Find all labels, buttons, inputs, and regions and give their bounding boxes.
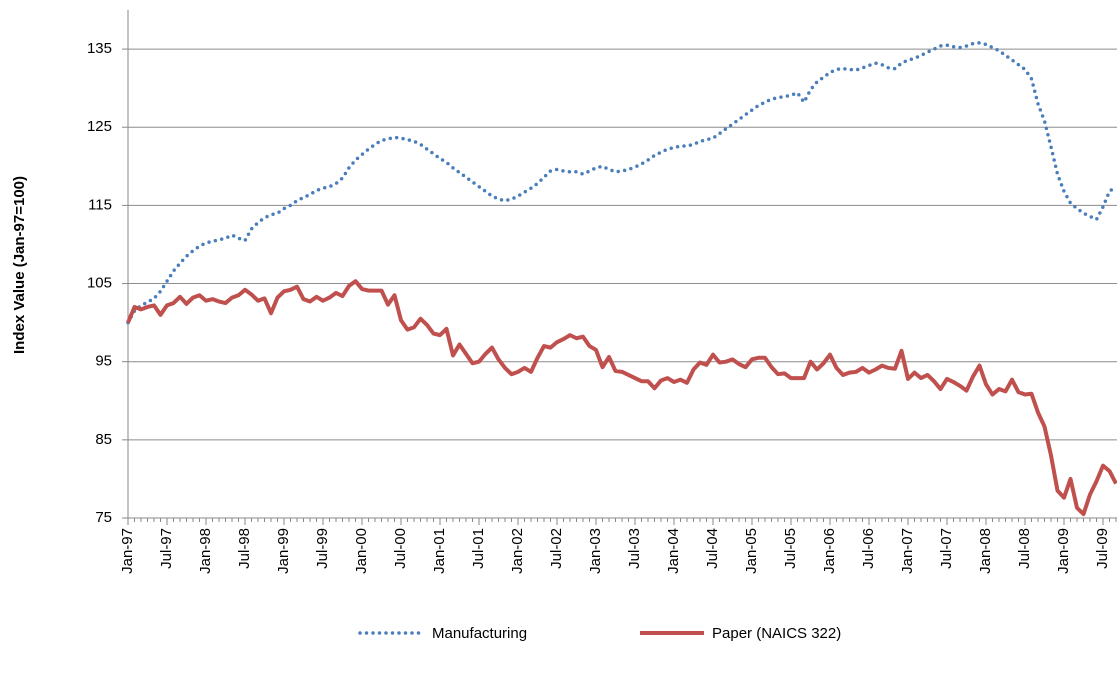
series-line [126, 41, 1117, 325]
y-tick-label: 115 [88, 196, 112, 213]
x-tick-label: Jan-07 [899, 528, 916, 574]
x-tick-label: Jan-06 [821, 528, 838, 574]
x-tick-label: Jul-06 [860, 528, 877, 569]
x-tick-label: Jul-03 [626, 528, 643, 569]
y-tick-label: 105 [87, 275, 112, 292]
x-tick-label: Jan-98 [197, 528, 214, 574]
y-tick-label: 75 [95, 509, 112, 526]
x-tick-label: Jan-99 [275, 528, 292, 574]
y-tick-label: 95 [95, 353, 112, 370]
x-tick-label: Jan-09 [1055, 528, 1072, 574]
y-tick-label: 125 [87, 118, 112, 135]
x-tick-label: Jul-02 [548, 528, 565, 569]
x-tick-label: Jul-09 [1094, 528, 1111, 569]
y-axis-label: Index Value (Jan-97=100) [11, 176, 28, 354]
x-tick-label: Jul-00 [392, 528, 409, 569]
x-tick-label: Jan-02 [509, 528, 526, 574]
x-tick-label: Jan-04 [665, 528, 682, 574]
x-tick-label: Jul-07 [938, 528, 955, 569]
x-tick-label: Jan-97 [119, 528, 136, 574]
y-tick-label: 135 [87, 40, 112, 57]
x-tick-label: Jan-05 [743, 528, 760, 574]
x-tick-label: Jan-01 [431, 528, 448, 574]
x-tick-label: Jul-04 [704, 528, 721, 569]
legend-label: Paper (NAICS 322) [712, 625, 841, 642]
x-tick-label: Jan-08 [977, 528, 994, 574]
y-tick-label: 85 [95, 431, 112, 448]
x-tick-label: Jul-05 [782, 528, 799, 569]
x-tick-label: Jul-98 [236, 528, 253, 569]
x-tick-label: Jul-99 [314, 528, 331, 569]
x-tick-label: Jan-00 [353, 528, 370, 574]
x-tick-label: Jul-08 [1016, 528, 1033, 569]
legend-label: Manufacturing [432, 625, 527, 642]
x-tick-label: Jul-97 [158, 528, 175, 569]
x-tick-label: Jan-03 [587, 528, 604, 574]
x-tick-label: Jul-01 [470, 528, 487, 569]
series-line [126, 279, 1117, 517]
